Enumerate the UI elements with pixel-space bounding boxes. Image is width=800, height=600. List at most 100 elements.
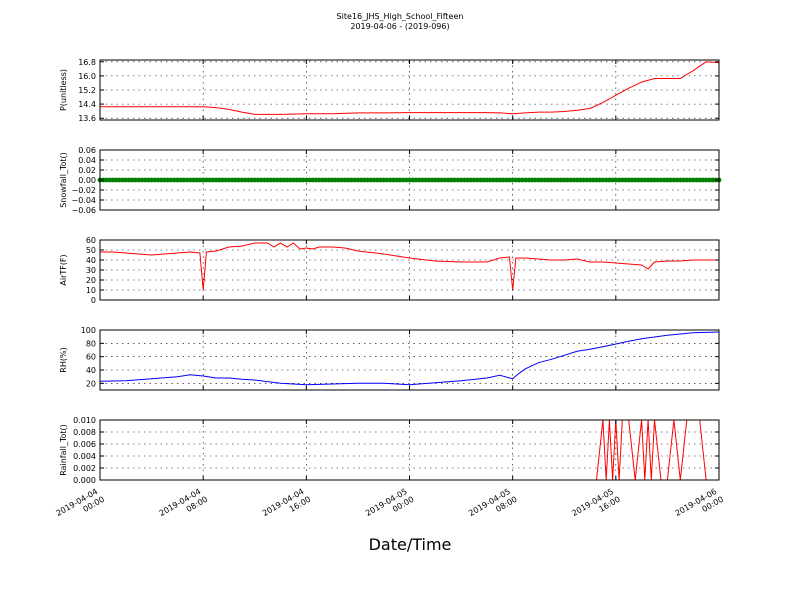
x-tick-label: 2019-04-0400:00	[54, 486, 106, 527]
data-point	[142, 177, 148, 183]
x-tick-label: 2019-04-0516:00	[570, 486, 622, 527]
data-point	[104, 177, 109, 183]
data-point	[197, 177, 203, 183]
data-point	[168, 177, 174, 183]
y-tick-label: 100	[81, 326, 96, 335]
panel-1: −0.06−0.04−0.020.000.020.040.06 Snowfall_…	[59, 146, 722, 215]
y-tick-label: 14.4	[78, 100, 96, 109]
data-point	[303, 177, 309, 183]
y-tick-label: 0.00	[78, 176, 96, 185]
y-tick-label: 60	[86, 353, 96, 362]
y-tick-label: 20	[86, 276, 96, 285]
panels: 13.614.415.216.016.8P(unitless)−0.06−0.0…	[59, 58, 722, 485]
y-tick-label: 0	[91, 296, 96, 305]
y-tick-label: 40	[86, 256, 96, 265]
y-tick-label: 0.04	[78, 156, 96, 165]
y-tick-label: 0.06	[78, 146, 96, 155]
data-point	[439, 177, 445, 183]
y-axis-label: RH(%)	[59, 347, 68, 372]
data-point	[155, 177, 161, 183]
y-tick-label: 0.002	[73, 464, 96, 473]
series-line-2-0	[100, 242, 719, 291]
data-point	[532, 177, 538, 183]
x-tick-label: 2019-04-0500:00	[364, 486, 416, 527]
y-tick-label: 0.004	[73, 452, 96, 461]
data-point	[236, 177, 242, 183]
data-point	[426, 177, 432, 183]
panel-4: 0.000 0.002 0.004 0.006 0.008 0.010 Rainfall_T…	[59, 416, 720, 485]
y-tick-label: 15.2	[78, 86, 96, 95]
data-point	[384, 177, 390, 183]
series-line-3-0	[100, 331, 719, 386]
y-tick-label: 16.8	[78, 58, 96, 67]
data-point	[332, 177, 338, 183]
data-point	[706, 177, 712, 183]
data-point	[626, 177, 632, 183]
data-point	[613, 177, 619, 183]
data-point	[249, 177, 254, 183]
data-point	[642, 177, 648, 183]
y-tick-label: −0.02	[71, 186, 96, 195]
data-point	[316, 177, 322, 183]
x-tick-label: 2019-04-0508:00	[467, 486, 519, 527]
data-point	[116, 177, 122, 183]
y-tick-label: 0.02	[78, 166, 96, 175]
y-tick-label: 30	[86, 266, 96, 275]
data-point	[184, 177, 190, 183]
data-point	[265, 177, 270, 183]
data-point	[668, 177, 673, 183]
data-point	[358, 177, 364, 183]
data-point	[210, 177, 216, 183]
data-point	[452, 177, 457, 183]
x-tick-label: 2019-04-0408:00	[158, 486, 210, 527]
data-point	[465, 177, 470, 183]
data-point	[223, 177, 229, 183]
data-point	[519, 177, 525, 183]
y-tick-label: 60	[86, 236, 96, 245]
y-tick-label: 20	[86, 379, 96, 388]
y-tick-label: 0.010	[73, 416, 96, 425]
data-point	[397, 177, 403, 183]
data-point	[545, 177, 551, 183]
y-tick-label: −0.04	[71, 196, 96, 205]
y-axis-label: P(unitless)	[59, 69, 68, 111]
y-axis-label: Rainfall_Tot()	[59, 424, 68, 476]
data-point	[278, 177, 283, 183]
data-point	[587, 177, 593, 183]
y-axis-label: Snowfall_Tot()	[59, 152, 68, 208]
x-tick-label: 2019-04-0416:00	[261, 486, 313, 527]
data-point	[507, 177, 512, 183]
data-point	[413, 177, 419, 183]
panel-3: 20 40 60 80 100 RH(%)	[59, 326, 720, 391]
data-point	[494, 177, 499, 183]
data-point	[291, 177, 296, 183]
data-point	[371, 177, 377, 183]
y-tick-label: 40	[86, 366, 96, 375]
data-point	[694, 177, 699, 183]
data-point	[478, 177, 483, 183]
y-tick-label: 13.6	[78, 114, 96, 123]
chart-subtitle: 2019-04-06 - (2019-096)	[350, 22, 449, 31]
data-point	[681, 177, 686, 183]
data-point	[558, 177, 564, 183]
series-line-0-0	[100, 61, 719, 115]
y-tick-label: −0.06	[71, 206, 96, 215]
y-tick-label: 0.008	[73, 428, 96, 437]
y-tick-label: 80	[86, 339, 96, 348]
data-point	[129, 177, 135, 183]
data-point	[574, 177, 580, 183]
data-point	[655, 177, 661, 183]
chart-title: Site16_JHS_High_School_Fifteen	[337, 12, 464, 21]
y-tick-label: 16.0	[78, 72, 96, 81]
x-axis-label: Date/Time	[369, 535, 452, 554]
y-tick-label: 0.000	[73, 476, 96, 485]
panel-0: 13.6 14.4 15.2 16.0 16.8 P(unitless)	[59, 58, 720, 123]
data-point	[600, 177, 606, 183]
x-tick-label: 2019-04-0600:00	[673, 486, 725, 527]
y-tick-label: 50	[86, 246, 96, 255]
data-point	[345, 177, 351, 183]
x-axis-tick-labels: 2019-04-0400:00 2019-04-0408:00 2019-04-04…	[54, 486, 725, 527]
y-tick-label: 0.006	[73, 440, 96, 449]
